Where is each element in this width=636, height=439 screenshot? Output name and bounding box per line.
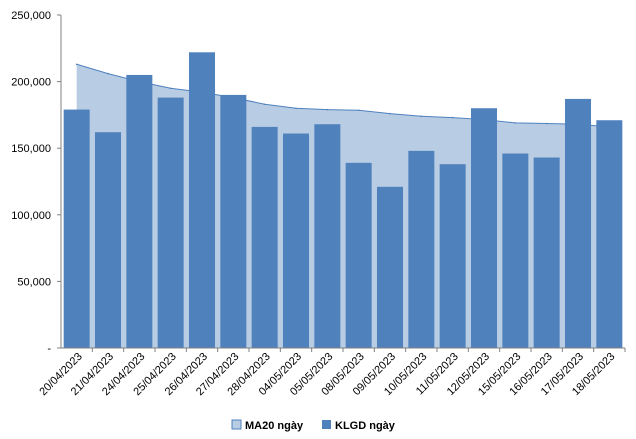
ma20-point	[75, 63, 78, 66]
bar-klgd	[408, 150, 435, 348]
y-tick-label: 150,000	[11, 143, 51, 155]
y-tick-label: 50,000	[17, 276, 51, 288]
bar-klgd	[63, 109, 90, 349]
ma20-point	[389, 112, 391, 115]
ma20-area	[76, 64, 610, 348]
ma20-point	[295, 107, 297, 110]
bar-klgd	[564, 98, 592, 348]
bar-klgd	[94, 132, 122, 348]
bar-klgd	[282, 133, 310, 348]
bar-klgd	[188, 52, 216, 349]
legend-label-klgd: KLGD ngày	[335, 420, 396, 432]
bar-klgd	[157, 97, 184, 348]
legend-swatch-klgd	[322, 420, 331, 429]
ma20-point	[107, 72, 109, 75]
bar-klgd	[220, 94, 247, 348]
bar-klgd	[439, 164, 466, 348]
ma20-point	[420, 115, 423, 118]
bar-klgd	[376, 186, 404, 348]
bar-klgd	[502, 153, 529, 348]
legend-label-ma20: MA20 ngày	[245, 420, 304, 432]
y-tick-label: 250,000	[11, 10, 51, 22]
ma20-point	[545, 122, 548, 125]
bar-klgd	[251, 126, 278, 348]
legend-swatch-ma20	[231, 419, 242, 430]
ma20-point	[263, 103, 266, 106]
bar-klgd	[345, 162, 372, 348]
ma20-point	[514, 122, 517, 124]
y-tick-labels: - 50,000 100,000 150,000 200,000 250,000	[11, 10, 61, 355]
y-tick-label: -	[47, 343, 51, 355]
legend: MA20 ngày KLGD ngày	[231, 419, 396, 432]
bar-klgd	[126, 74, 153, 348]
ma20-area-layer	[75, 63, 611, 348]
bar-klgd	[314, 124, 341, 348]
bar-klgd	[533, 157, 560, 348]
ma20-point	[451, 116, 454, 119]
x-tick-labels: 20/04/202321/04/202324/04/202325/04/2023…	[37, 348, 626, 398]
bar-klgd	[470, 108, 498, 349]
ma20-point	[357, 109, 360, 112]
ma20-point	[169, 87, 172, 90]
bar-layer	[63, 52, 623, 349]
ma20-line	[76, 63, 610, 128]
ma20-point	[326, 108, 329, 111]
y-tick-label: 200,000	[11, 77, 51, 89]
y-tick-label: 100,000	[11, 210, 51, 222]
bar-klgd	[596, 120, 623, 348]
